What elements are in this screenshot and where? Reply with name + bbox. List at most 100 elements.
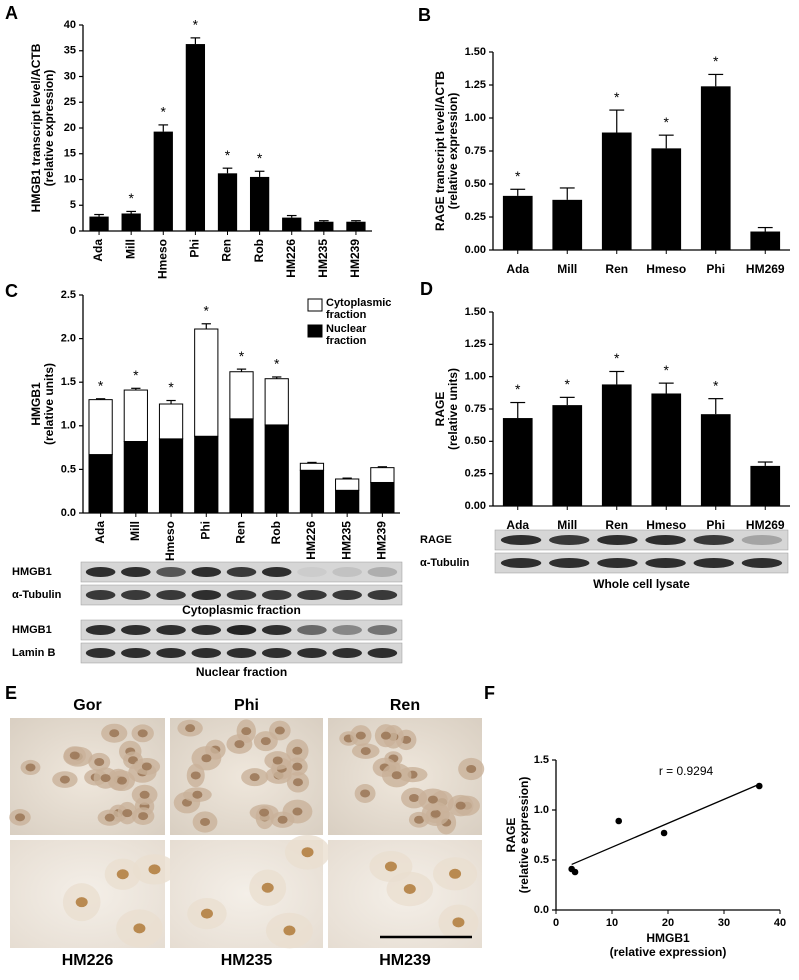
nucleus xyxy=(360,747,371,756)
nucleus xyxy=(148,864,161,875)
nucleus xyxy=(94,758,105,767)
blot-band xyxy=(693,558,734,568)
blot-row-label: α-Tubulin xyxy=(12,589,62,601)
legend-entry: Nuclear fraction xyxy=(326,323,366,347)
nucleus xyxy=(137,729,148,738)
nucleus xyxy=(427,795,438,804)
blot-band xyxy=(261,590,292,600)
y-tick-label: 2.5 xyxy=(61,289,76,301)
blot-band xyxy=(191,567,222,577)
blot-band xyxy=(226,625,257,635)
fit-line xyxy=(571,783,760,866)
x-tick-label: Ren xyxy=(605,518,628,532)
x-tick-label: Ada xyxy=(506,518,529,532)
nucleus xyxy=(200,817,211,826)
blot-band xyxy=(332,590,362,600)
x-tick-label: HM235 xyxy=(316,239,330,278)
x-tick-label: Phi xyxy=(198,521,212,540)
panel-letter: A xyxy=(5,3,18,23)
blot-band xyxy=(549,558,590,568)
blot-band xyxy=(741,558,783,568)
nucleus xyxy=(430,809,441,818)
blot-band xyxy=(645,558,686,568)
significance-marker: * xyxy=(614,89,620,105)
annotation: r = 0.9294 xyxy=(659,764,714,778)
bar-segment xyxy=(229,371,254,420)
x-tick-label: HM226 xyxy=(284,239,298,278)
nucleus xyxy=(122,809,133,818)
legend-swatch xyxy=(307,324,323,338)
nucleus xyxy=(283,925,296,936)
bar-segment xyxy=(88,454,113,514)
y-axis-label: (relative units) xyxy=(42,363,56,445)
x-tick-label: HM269 xyxy=(746,262,785,276)
bar xyxy=(217,173,238,231)
significance-marker: * xyxy=(274,356,280,372)
significance-marker: * xyxy=(713,377,719,393)
y-axis-label: (relative expression) xyxy=(517,777,531,894)
blot-band xyxy=(597,558,638,568)
y-tick-label: 0.0 xyxy=(534,904,549,916)
significance-marker: * xyxy=(133,367,139,383)
y-tick-label: 0.25 xyxy=(465,468,486,480)
bar xyxy=(249,176,270,231)
blot-caption: Whole cell lysate xyxy=(593,577,690,591)
x-tick-label: HM226 xyxy=(304,521,318,560)
blot-band xyxy=(597,535,638,545)
y-axis-label: HMGB1 transcript level/ACTB xyxy=(29,43,43,212)
nucleus xyxy=(449,868,462,879)
x-tick-label: Mill xyxy=(557,262,577,276)
bar-segment xyxy=(370,481,395,514)
blot-band xyxy=(500,558,542,568)
bar xyxy=(700,86,731,250)
blot-band xyxy=(121,590,151,600)
x-tick-label: Ren xyxy=(234,521,248,544)
y-tick-label: 1.25 xyxy=(465,338,486,350)
y-tick-label: 2.0 xyxy=(61,333,76,345)
bar xyxy=(153,131,173,231)
point xyxy=(660,829,668,837)
bar-segment xyxy=(299,462,325,471)
blot-band xyxy=(297,567,327,577)
bar-segment xyxy=(158,438,184,514)
micrograph-label: HM235 xyxy=(221,952,273,969)
bar xyxy=(750,231,781,250)
panel-letter: B xyxy=(418,5,431,25)
significance-marker: * xyxy=(168,379,174,395)
x-tick-label: HM239 xyxy=(375,521,389,560)
bar xyxy=(346,221,366,231)
blot-band xyxy=(297,590,327,600)
blot-row-label: HMGB1 xyxy=(12,566,52,578)
y-axis-label: (relative units) xyxy=(446,368,460,450)
bar-segment xyxy=(299,469,325,514)
y-tick-label: 1.50 xyxy=(465,306,486,318)
blot-band xyxy=(332,625,362,635)
significance-marker: * xyxy=(664,114,670,130)
nucleus xyxy=(292,746,303,755)
micrograph-label: Phi xyxy=(234,697,259,714)
x-tick-label: 20 xyxy=(662,917,674,929)
blot-band xyxy=(367,625,398,635)
x-tick-label: Phi xyxy=(706,262,725,276)
nucleus xyxy=(409,794,420,803)
significance-marker: * xyxy=(664,362,670,378)
y-tick-label: 1.5 xyxy=(534,754,549,766)
x-tick-label: Hmeso xyxy=(163,521,177,561)
nucleus xyxy=(104,813,115,822)
y-tick-label: 0.75 xyxy=(465,145,486,157)
x-tick-label: Phi xyxy=(706,518,725,532)
micrograph-label: HM226 xyxy=(62,952,114,969)
blot-band xyxy=(226,567,257,577)
nucleus xyxy=(292,762,303,771)
blot-band xyxy=(191,648,222,658)
x-tick-label: Ada xyxy=(506,262,529,276)
blot-band xyxy=(645,535,686,545)
bar-segment xyxy=(123,389,148,442)
nucleus xyxy=(200,908,213,919)
y-axis-label: RAGE xyxy=(504,818,518,853)
nucleus xyxy=(185,724,196,733)
bar-segment xyxy=(158,403,184,440)
y-tick-label: 0.50 xyxy=(465,435,486,447)
bar xyxy=(185,44,206,232)
y-axis-label: RAGE xyxy=(433,392,447,427)
